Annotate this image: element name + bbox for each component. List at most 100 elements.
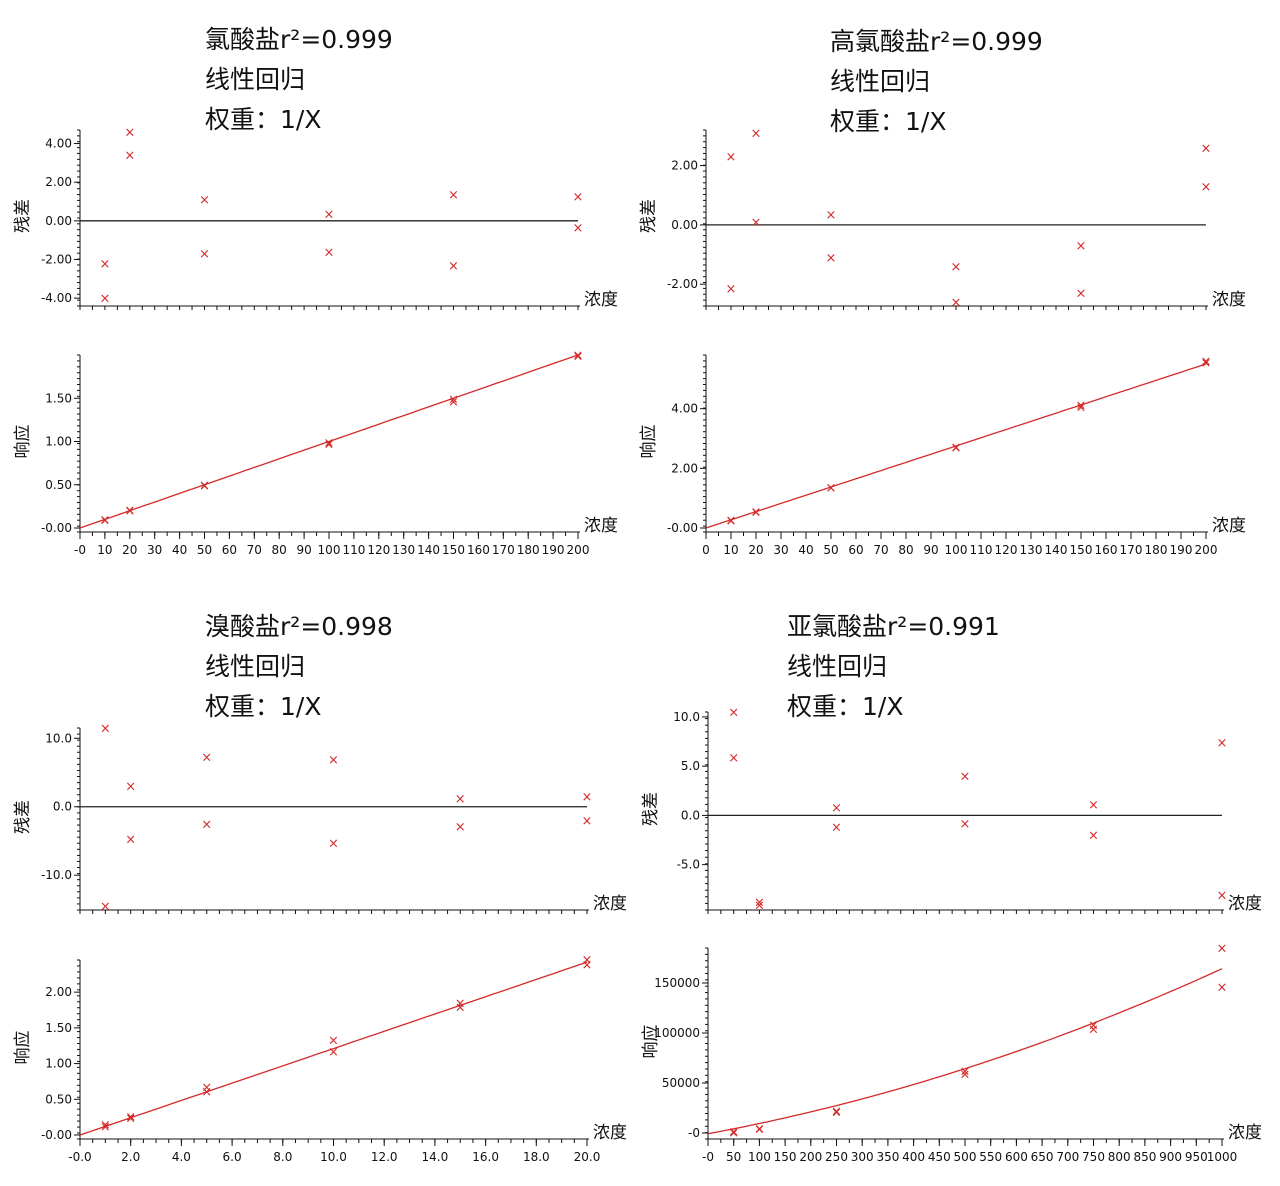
x-tick-label: -0.0 — [68, 1150, 91, 1164]
x-tick-label: 8.0 — [273, 1150, 292, 1164]
data-point: × — [826, 251, 837, 266]
y-tick-label: -2.00 — [41, 252, 72, 266]
data-point: × — [199, 478, 210, 493]
data-point: × — [826, 481, 837, 496]
x-tick-label: 14.0 — [422, 1150, 449, 1164]
y-tick-label: 1.00 — [45, 435, 72, 449]
data-point: × — [455, 820, 466, 835]
data-point: × — [582, 953, 593, 968]
panel-title-3: 溴酸盐r²=0.998 线性回归 权重：1/X — [205, 607, 393, 727]
y-tick-label: 2.00 — [45, 175, 72, 189]
x-tick-label: 70 — [873, 543, 888, 557]
fit-line — [707, 968, 1223, 1135]
x-tick-label: 12.0 — [371, 1150, 398, 1164]
y-tick-label: 0.00 — [45, 214, 72, 228]
compound-name: 氯酸盐 — [205, 25, 281, 54]
y-axis-title: 残差 — [13, 800, 33, 834]
data-point: × — [726, 513, 737, 528]
x-tick-label: 350 — [876, 1150, 899, 1164]
y-tick-label: 1.00 — [45, 1057, 72, 1071]
data-point: × — [728, 1126, 739, 1141]
y-axis-title: 响应 — [13, 1031, 33, 1065]
x-tick-label: 60 — [848, 543, 863, 557]
r2-value: r²=0.998 — [280, 612, 393, 641]
data-point: × — [99, 514, 110, 529]
data-point: × — [726, 282, 737, 297]
data-point: × — [728, 751, 739, 766]
x-axis-title: 浓度 — [1228, 894, 1262, 914]
y-axis-title: 响应 — [641, 1025, 661, 1059]
y-tick-label: 2.00 — [671, 461, 698, 475]
weighting: 权重：1/X — [205, 105, 322, 134]
data-point: × — [1201, 354, 1212, 369]
x-axis-title: 浓度 — [584, 290, 618, 310]
data-point: × — [124, 149, 135, 164]
data-point: × — [201, 817, 212, 832]
x-axis-title: 浓度 — [593, 894, 627, 914]
x-tick-label: 10 — [97, 543, 112, 557]
data-point: × — [573, 221, 584, 236]
x-tick-label: 180 — [517, 543, 540, 557]
x-axis-title: 浓度 — [593, 1123, 627, 1143]
x-tick-label: 500 — [954, 1150, 977, 1164]
x-tick-label: 50 — [197, 543, 212, 557]
data-point: × — [1201, 141, 1212, 156]
y-tick-label: 4.00 — [45, 137, 72, 151]
x-tick-label: 100 — [318, 543, 341, 557]
data-point: × — [751, 505, 762, 520]
x-tick-label: 450 — [928, 1150, 951, 1164]
compound-name: 溴酸盐 — [205, 612, 281, 641]
y-axis-title: 残差 — [639, 199, 659, 233]
y-tick-label: 10.0 — [45, 731, 72, 745]
data-point: × — [1076, 287, 1087, 302]
y-tick-label: -0.00 — [41, 1128, 72, 1142]
y-tick-label: 150000 — [654, 976, 700, 990]
data-point: × — [831, 821, 842, 836]
chart-3: -2.00 0.00 2.00 浓度 残差 × × × × × × × × × × × × — [639, 126, 1246, 310]
chart-8: -0 50000 100000 150000 -0 50 100 150 200 250 300 35… — [641, 942, 1262, 1165]
data-point: × — [726, 150, 737, 165]
data-point: × — [1088, 1019, 1099, 1034]
x-tick-label: 50 — [726, 1150, 741, 1164]
data-point: × — [124, 504, 135, 519]
y-tick-label: -2.00 — [667, 277, 698, 291]
y-tick-label: -0 — [688, 1126, 700, 1140]
data-point: × — [1201, 356, 1212, 371]
data-point: × — [573, 349, 584, 364]
fit-line — [705, 363, 1207, 529]
x-tick-label: 2.0 — [121, 1150, 140, 1164]
y-tick-label: 10.0 — [673, 710, 700, 724]
y-tick-label: 0.0 — [681, 808, 700, 822]
data-point: × — [448, 395, 459, 410]
data-point: × — [728, 706, 739, 721]
data-point: × — [754, 896, 765, 911]
x-tick-label: 170 — [1120, 543, 1143, 557]
data-point: × — [1088, 798, 1099, 813]
data-point: × — [199, 193, 210, 208]
x-tick-label: 160 — [467, 543, 490, 557]
x-tick-label: 6.0 — [223, 1150, 242, 1164]
x-tick-label: 550 — [979, 1150, 1002, 1164]
y-tick-label: 1.50 — [45, 391, 72, 405]
data-point: × — [100, 900, 111, 915]
data-point: × — [324, 208, 335, 223]
x-tick-label: 130 — [392, 543, 415, 557]
x-tick-label: 200 — [567, 543, 590, 557]
chart-4: -0.00 2.00 4.00 0 10 20 30 40 50 60 70 80 90 100 110 12… — [639, 354, 1246, 557]
x-tick-label: 20.0 — [574, 1150, 601, 1164]
weighting: 权重：1/X — [830, 107, 947, 136]
x-tick-label: 40 — [798, 543, 813, 557]
y-tick-label: -4.00 — [41, 291, 72, 305]
x-tick-label: 30 — [773, 543, 788, 557]
data-point: × — [1201, 180, 1212, 195]
data-point: × — [573, 190, 584, 205]
r2-value: r²=0.999 — [930, 27, 1043, 56]
compound-name: 高氯酸盐 — [830, 27, 931, 56]
panel-title-2: 高氯酸盐r²=0.999 线性回归 权重：1/X — [830, 22, 1043, 142]
y-tick-label: 0.50 — [45, 1092, 72, 1106]
chart-5: -10.0 0.0 10.0 浓度 残差 × × × × × × × × × × × × — [13, 722, 627, 915]
data-point: × — [201, 1081, 212, 1096]
x-tick-label: 30 — [147, 543, 162, 557]
data-point: × — [1076, 399, 1087, 414]
x-tick-label: 4.0 — [172, 1150, 191, 1164]
